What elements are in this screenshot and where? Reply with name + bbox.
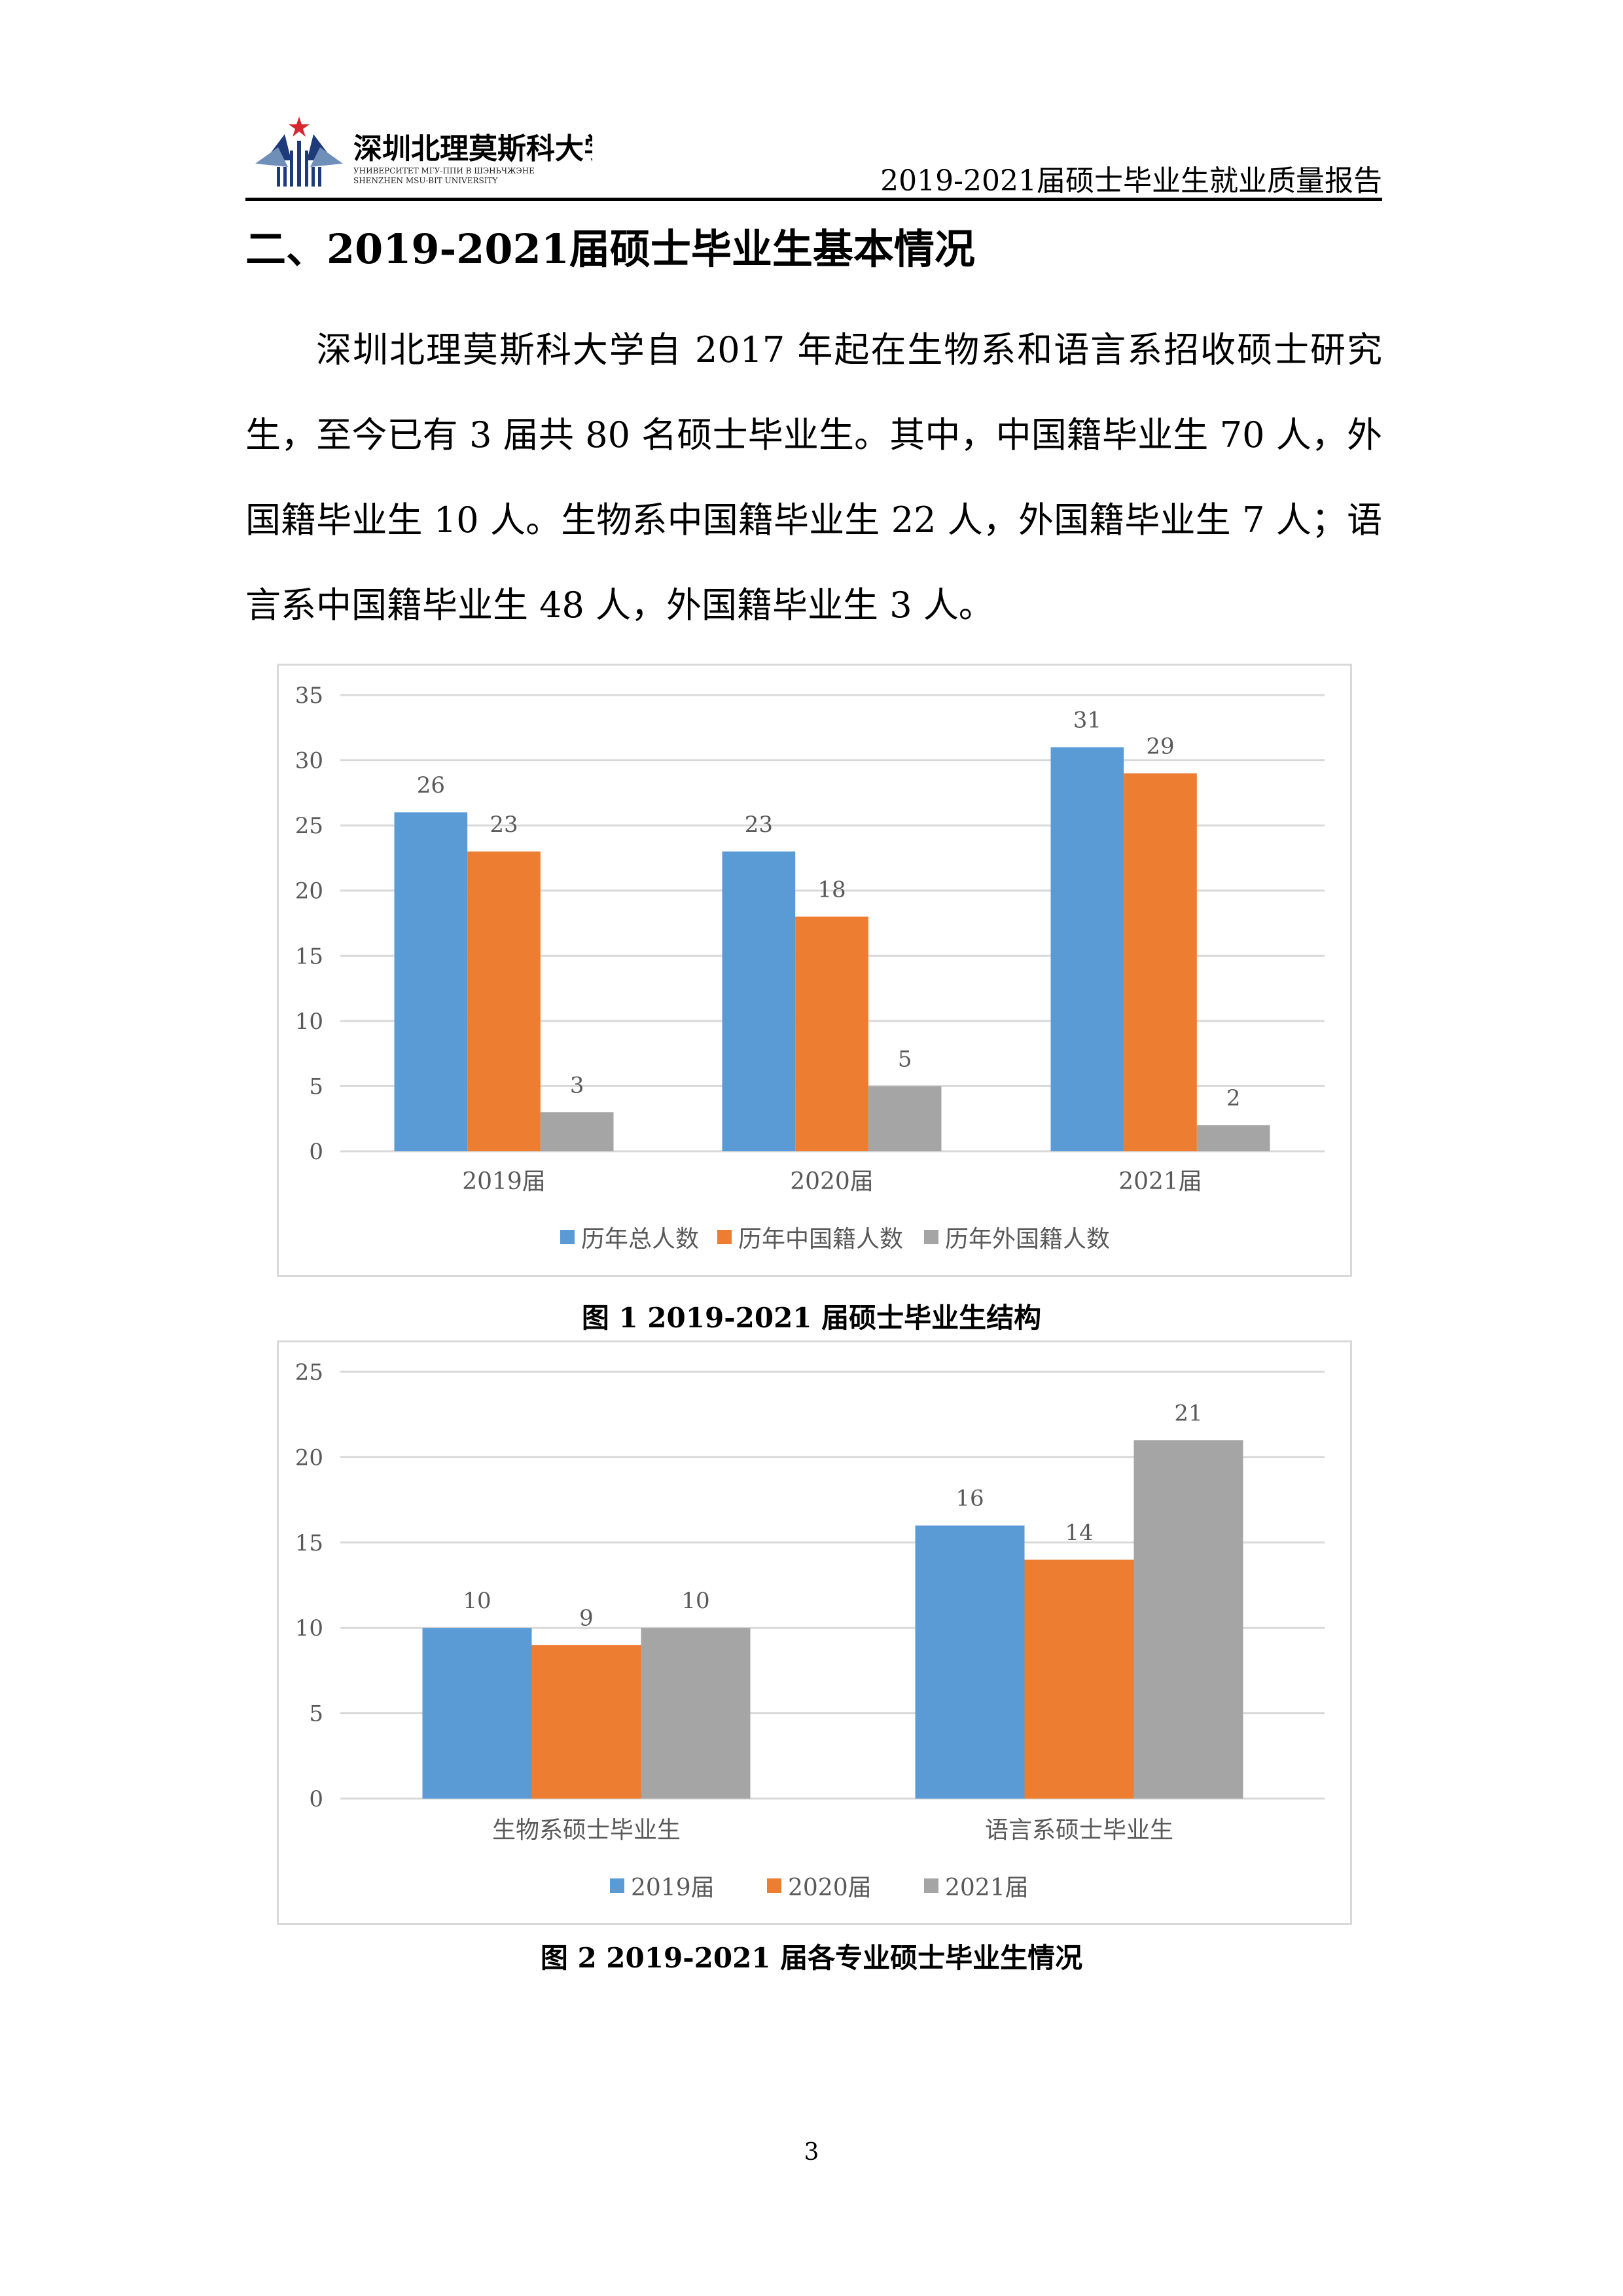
- svg-text:SHENZHEN MSU-BIT UNIVERSITY: SHENZHEN MSU-BIT UNIVERSITY: [353, 176, 498, 185]
- data-label: 14: [1065, 1520, 1093, 1546]
- x-category-label: 2021届: [1118, 1168, 1202, 1195]
- chart-graduate-structure: 0 5 10 15 20 25 30 35 26 23 3 2019届 23 18 5 2020届 31 29 2 2…: [277, 664, 1352, 1277]
- bar: [422, 1628, 532, 1799]
- data-label: 9: [579, 1605, 594, 1631]
- legend-label: 历年总人数: [581, 1226, 699, 1253]
- legend-swatch: [560, 1230, 575, 1244]
- figure-1-caption: 图 1 2019-2021 届硕士毕业生结构: [581, 1302, 1042, 1334]
- x-category-label: 生物系硕士毕业生: [492, 1817, 681, 1844]
- bar: [868, 1086, 942, 1151]
- bar: [641, 1628, 751, 1799]
- y-tick-label: 25: [295, 1359, 323, 1386]
- legend-label: 历年外国籍人数: [945, 1226, 1110, 1253]
- legend-swatch: [924, 1230, 938, 1244]
- bar: [1050, 747, 1124, 1151]
- y-tick-label: 10: [295, 1615, 323, 1641]
- page-number: 3: [804, 2139, 819, 2166]
- svg-text:深圳北理莫斯科大学: 深圳北理莫斯科大学: [353, 132, 592, 166]
- data-label: 23: [745, 812, 773, 838]
- data-label: 23: [490, 812, 518, 838]
- bar: [1024, 1559, 1134, 1799]
- legend-swatch: [767, 1878, 781, 1893]
- data-label: 26: [417, 772, 445, 798]
- data-label: 29: [1146, 733, 1174, 759]
- y-tick-label: 0: [309, 1139, 323, 1165]
- y-tick-label: 0: [309, 1786, 323, 1812]
- y-tick-label: 25: [295, 813, 323, 839]
- y-tick-label: 5: [309, 1073, 323, 1100]
- bar: [1196, 1125, 1270, 1151]
- data-label: 16: [955, 1486, 984, 1512]
- x-category-label: 2020届: [790, 1168, 874, 1195]
- bar: [722, 851, 796, 1151]
- legend-label: 历年中国籍人数: [738, 1226, 903, 1253]
- y-tick-label: 15: [295, 943, 323, 969]
- x-category-label: 2019届: [462, 1168, 546, 1195]
- legend-swatch: [717, 1230, 732, 1244]
- bar: [795, 916, 868, 1151]
- bar: [1124, 773, 1197, 1151]
- header-divider: [245, 198, 1382, 201]
- bar: [1133, 1440, 1243, 1799]
- legend-label: 2019届: [631, 1874, 715, 1901]
- data-label: 21: [1174, 1400, 1202, 1426]
- y-tick-label: 35: [295, 683, 323, 709]
- y-tick-label: 10: [295, 1009, 323, 1035]
- data-label: 2: [1226, 1085, 1241, 1111]
- svg-text:УНИВЕРСИТЕТ МГУ-ППИ В ШЭНЬЧЖЭН: УНИВЕРСИТЕТ МГУ-ППИ В ШЭНЬЧЖЭНЕ: [353, 166, 535, 175]
- data-label: 5: [898, 1046, 912, 1072]
- x-category-label: 语言系硕士毕业生: [985, 1817, 1173, 1844]
- university-logo: 深圳北理莫斯科大学 УНИВЕРСИТЕТ МГУ-ППИ В ШЭНЬЧЖЭН…: [255, 117, 592, 187]
- y-tick-label: 20: [295, 1444, 323, 1471]
- legend-label: 2020届: [788, 1874, 872, 1901]
- legend-swatch: [610, 1878, 624, 1893]
- legend-label: 2021届: [945, 1874, 1029, 1901]
- bar: [915, 1525, 1025, 1799]
- bar: [467, 851, 541, 1151]
- data-label: 10: [681, 1588, 709, 1614]
- data-label: 3: [570, 1072, 584, 1098]
- bar: [394, 812, 468, 1151]
- y-tick-label: 5: [309, 1701, 323, 1727]
- data-label: 10: [463, 1588, 491, 1614]
- data-label: 31: [1073, 708, 1101, 734]
- bar: [531, 1645, 641, 1799]
- figure-2-caption: 图 2 2019-2021 届各专业硕士毕业生情况: [540, 1942, 1083, 1974]
- y-tick-label: 20: [295, 878, 323, 905]
- body-paragraph: 深圳北理莫斯科大学自 2017 年起在生物系和语言系招收硕士研究生，至今已有 3…: [245, 329, 1382, 626]
- report-header-title: 2019-2021届硕士毕业生就业质量报告: [880, 164, 1382, 198]
- y-tick-label: 30: [295, 748, 323, 774]
- bar: [540, 1112, 614, 1151]
- section-title: 二、2019-2021届硕士毕业生基本情况: [245, 225, 975, 273]
- chart-graduates-by-major: 0 5 10 15 20 25 10 9 10 生物系硕士毕业生 16 14 21 语言系硕士毕业生 201…: [277, 1340, 1352, 1925]
- legend-swatch: [924, 1878, 938, 1893]
- y-tick-label: 15: [295, 1530, 323, 1556]
- data-label: 18: [817, 877, 846, 903]
